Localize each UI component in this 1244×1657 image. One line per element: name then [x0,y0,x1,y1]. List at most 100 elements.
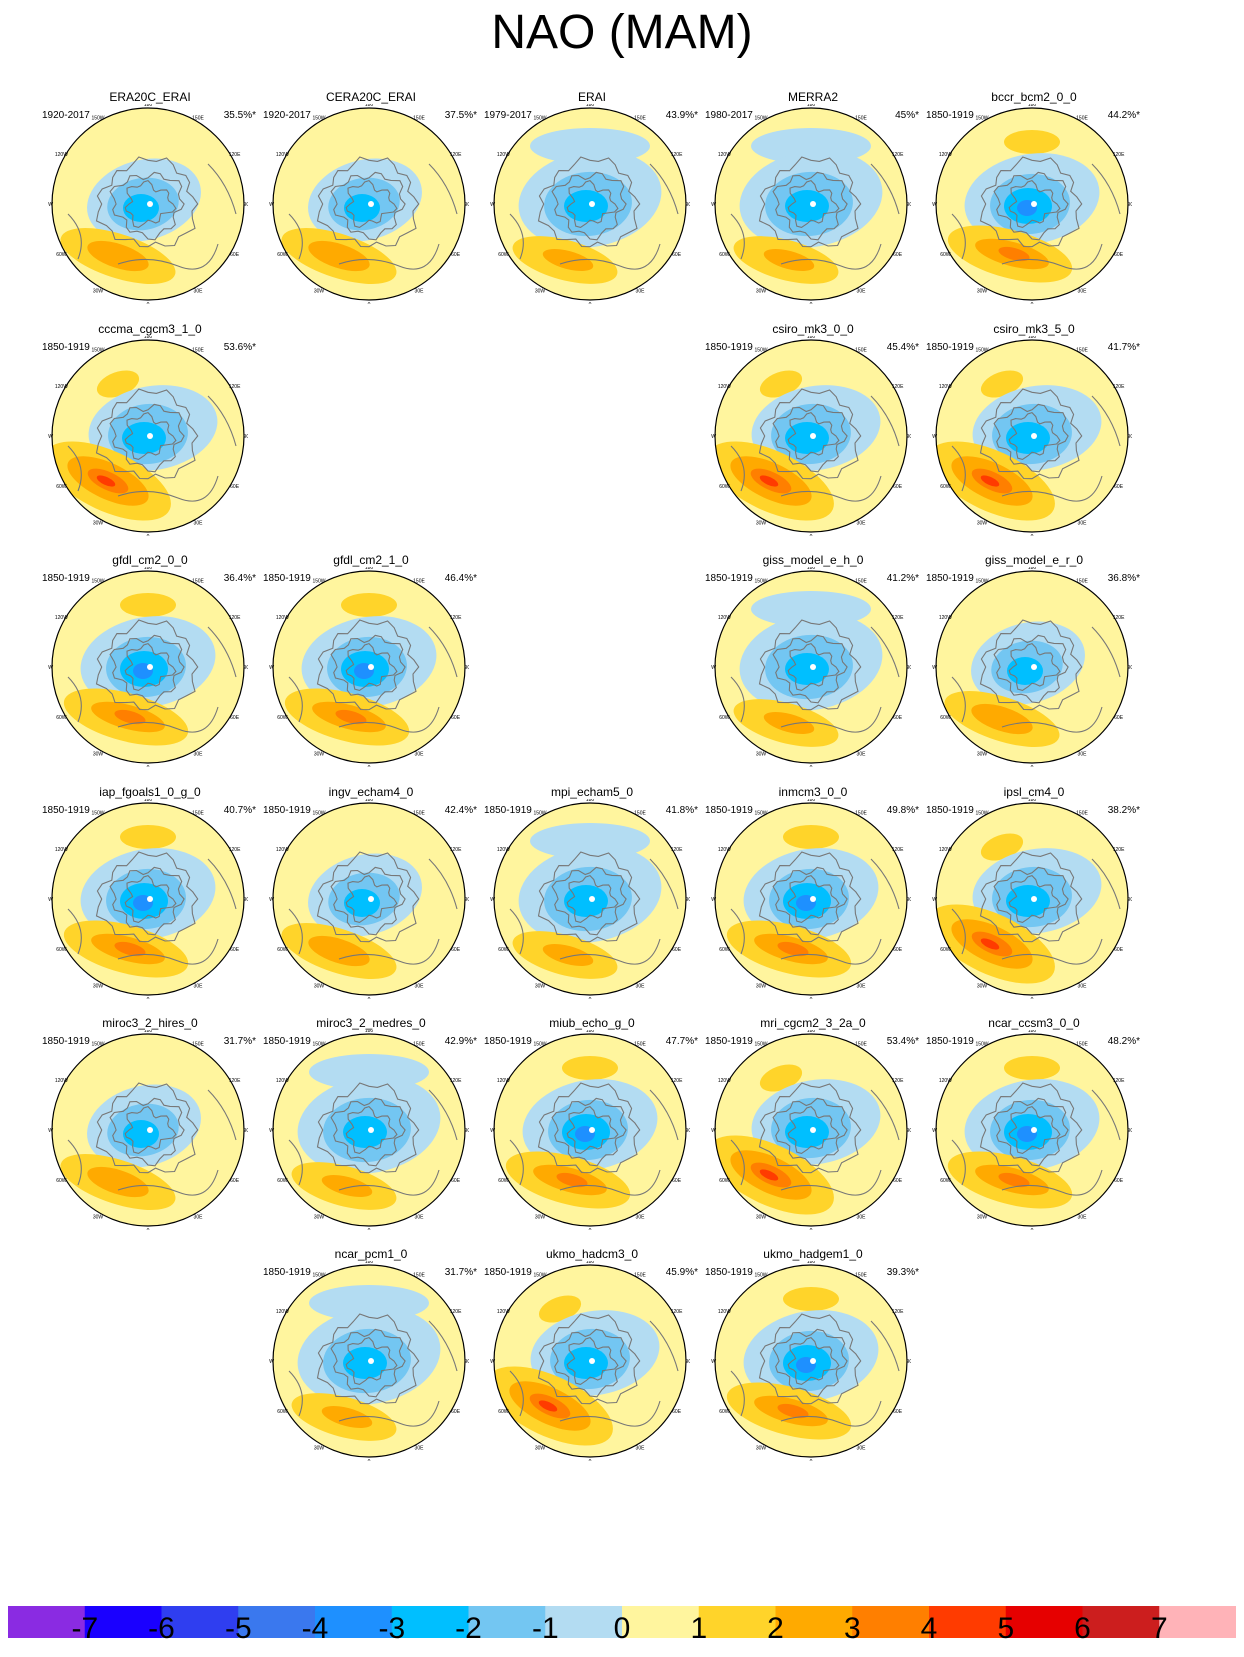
longitude-label: 120W [939,152,952,158]
colorbar-swatch [1082,1606,1160,1638]
longitude-label: 90E [907,1359,911,1365]
polar-map-icon: 180 150E 120E 90E 60E 30E 0 30W 60W 90W 120W 150W [269,799,469,999]
colorbar-swatch [698,1606,776,1638]
longitude-label: 30W [756,984,767,990]
longitude-label: 120E [450,152,462,158]
panel-period: 1850-1919 [926,573,974,584]
longitude-label: 150E [634,1272,646,1278]
longitude-label: 0 [368,1459,371,1461]
map-border [714,570,908,764]
polar-map-icon: 180 150E 120E 90E 60E 30E 0 30W 60W 90W 120W 150W [932,336,1132,536]
colorbar-tick-label: 3 [843,1612,861,1645]
map-panel: miroc3_2_medres_0 1850-1919 42.9%* 180 150E 1… [261,1016,481,1246]
anomaly-contour [971,703,1033,735]
longitude-label: 120W [718,1078,731,1084]
longitude-label: 120W [497,1309,510,1315]
longitude-label: 150E [855,810,867,816]
longitude-label: 150W [975,115,988,121]
longitude-label: 150W [312,115,325,121]
coastline [730,619,900,733]
map-border [51,802,245,996]
longitude-label: 150W [312,810,325,816]
longitude-label: 150E [1076,347,1088,353]
longitude-label: 180 [586,1030,595,1034]
panel-variance-percent: 45%* [895,110,919,121]
longitude-label: 120E [892,1309,904,1315]
longitude-label: 150E [855,347,867,353]
panel-title: cccma_cgcm3_1_0 [98,322,202,336]
map-panel: ukmo_hadcm3_0 1850-1919 45.9%* 180 150E 120E 9… [482,1247,702,1477]
longitude-label: 120W [939,615,952,621]
map-panel: iap_fgoals1_0_g_0 1850-1919 40.7%* 180 150E 1… [40,785,260,1015]
longitude-label: 30W [756,521,767,527]
anomaly-contour [120,593,176,617]
longitude-label: 60W [498,1409,509,1415]
anomaly-contour [114,941,146,957]
panel-variance-percent: 49.8%* [886,805,919,816]
longitude-label: 180 [1028,799,1037,803]
colorbar-swatch [775,1606,853,1638]
map-panel: cccma_cgcm3_1_0 1850-1919 53.6%* 180 150E 120… [40,322,260,552]
pole-marker [147,201,153,207]
panel-title: bccr_bcm2_0_0 [991,90,1077,104]
panel-title: ERA20C_ERAI [109,90,191,104]
longitude-label: 120W [718,384,731,390]
longitude-label: 30W [535,1215,546,1221]
longitude-label: 90E [1128,434,1132,440]
longitude-label: 0 [147,1228,150,1230]
longitude-label: 150E [1076,578,1088,584]
anomaly-contour [96,475,116,487]
coastline [509,1082,679,1196]
colorbar-swatch [161,1606,239,1638]
panel-period: 1920-2017 [263,110,311,121]
polar-map-icon: 180 150E 120E 90E 60E 30E 0 30W 60W 90W 120W 150W [48,1030,248,1230]
polar-map-icon: 180 150E 120E 90E 60E 30E 0 30W 60W 90W 120W 150W [711,567,911,767]
map-panel: mpi_echam5_0 1850-1919 41.8%* 180 150E 120E 90… [482,785,702,1015]
anomaly-contour [980,475,1000,487]
longitude-label: 30E [415,1446,425,1452]
coastline [730,156,900,270]
longitude-label: 180 [1028,104,1037,108]
longitude-label: 90W [269,202,274,208]
panel-period: 1850-1919 [263,1267,311,1278]
colorbar-swatch [622,1606,700,1638]
map-panel: gfdl_cm2_0_0 1850-1919 36.4%* 180 150E 120E 90… [40,553,260,783]
longitude-label: 120E [229,1078,241,1084]
map-panel: CERA20C_ERAI 1920-2017 37.5%* 180 150E 120E 90… [261,90,481,320]
longitude-label: 60W [719,1178,730,1184]
longitude-label: 30W [93,984,104,990]
longitude-label: 120E [229,152,241,158]
longitude-label: 150E [413,810,425,816]
longitude-label: 180 [144,336,153,340]
colorbar-tick-label: -1 [531,1612,559,1645]
longitude-label: 60E [672,252,682,258]
longitude-label: 60W [498,947,509,953]
anomaly-contour [344,194,380,222]
longitude-label: 30W [93,1215,104,1221]
panel-title: ingv_echam4_0 [328,785,414,799]
anomaly-contour [783,1287,839,1311]
panel-period: 1850-1919 [42,1036,90,1047]
longitude-label: 30W [535,289,546,295]
coastline [951,851,1121,965]
longitude-label: 150W [91,115,104,121]
panel-title: miroc3_2_hires_0 [102,1016,198,1030]
colorbar-tick-label: -3 [378,1612,406,1645]
longitude-label: 120E [450,1309,462,1315]
longitude-label: 180 [807,799,816,803]
polar-map-icon: 180 150E 120E 90E 60E 30E 0 30W 60W 90W 120W 150W [711,799,911,999]
longitude-label: 60E [451,1178,461,1184]
longitude-label: 30E [857,521,867,527]
longitude-label: 150E [413,1272,425,1278]
map-panel: bccr_bcm2_0_0 1850-1919 44.2%* 180 150E 120E 9… [924,90,1144,320]
longitude-label: 60E [1114,252,1124,258]
map-panel: ERA20C_ERAI 1920-2017 35.5%* 180 150E 120E 90E… [40,90,260,320]
longitude-label: 120W [497,152,510,158]
longitude-label: 90E [907,665,911,671]
longitude-label: 120E [1113,152,1125,158]
longitude-label: 60E [230,715,240,721]
colorbar-labels: -7 -6 -5 -4 -3 -2 -1 0 1 2 3 4 5 6 7 [0,1612,1244,1656]
longitude-label: 30W [977,521,988,527]
panel-variance-percent: 44.2%* [1107,110,1140,121]
polar-map-icon: 180 150E 120E 90E 60E 30E 0 30W 60W 90W 120W 150W [269,567,469,767]
